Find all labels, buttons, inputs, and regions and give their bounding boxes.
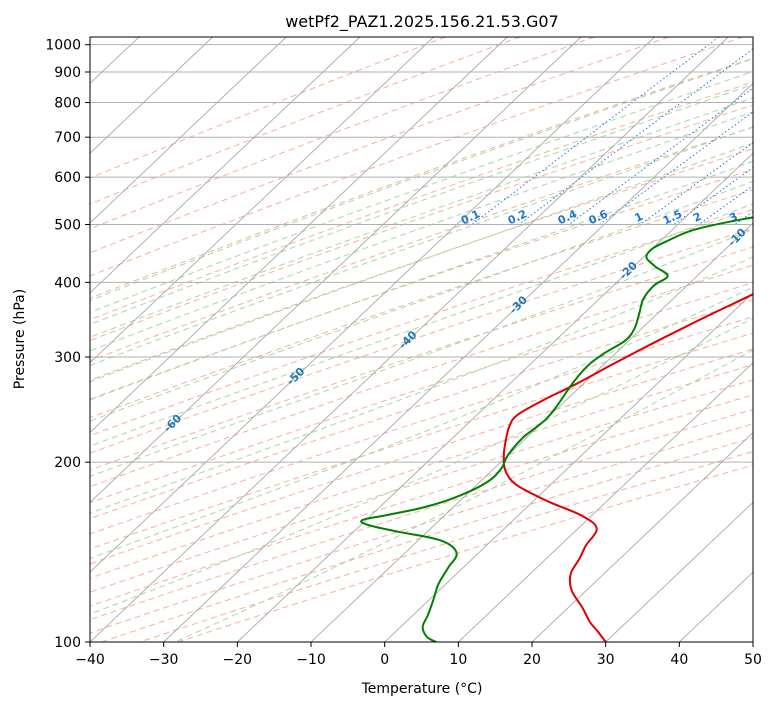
profile-lines xyxy=(360,216,753,642)
isotherm-line xyxy=(531,431,753,642)
dry-adiabat-line xyxy=(90,332,753,550)
y-axis-label: Pressure (hPa) xyxy=(12,289,28,389)
isotherm-line xyxy=(90,37,434,364)
x-tick-label: 40 xyxy=(670,652,688,668)
isotherm-label: -70 xyxy=(27,469,50,492)
y-tick-label: 100 xyxy=(54,635,81,651)
y-axis-ticks: 100 200 300 400 500 600 700 800 900 1000 xyxy=(45,38,90,651)
x-tick-label: 30 xyxy=(597,652,615,668)
x-tick-label: −20 xyxy=(223,652,253,668)
dry-adiabat-line xyxy=(90,37,595,230)
isotherm-line xyxy=(237,152,753,642)
moist-adiabats xyxy=(90,58,753,642)
isotherms xyxy=(0,37,753,642)
mixing-ratio-line xyxy=(568,87,753,225)
dry-adiabat-line xyxy=(90,364,753,579)
moist-adiabat-line xyxy=(90,70,753,313)
y-tick-label: 700 xyxy=(54,130,81,146)
x-tick-label: 10 xyxy=(449,652,467,668)
plot-frame xyxy=(89,36,754,643)
y-tick-label: 1000 xyxy=(45,38,81,54)
isotherm-line xyxy=(90,37,508,434)
x-tick-label: −30 xyxy=(149,652,179,668)
x-tick-label: 0 xyxy=(380,652,389,668)
x-axis-label: Temperature (°C) xyxy=(361,681,483,697)
isotherm-line xyxy=(752,641,753,642)
dry-adiabat-line xyxy=(90,37,743,277)
isotherm-line xyxy=(310,222,753,642)
moist-adiabat-line xyxy=(90,203,753,447)
isotherm-line xyxy=(605,501,753,642)
isotherm-line xyxy=(163,82,753,642)
mixing-ratio-lines xyxy=(471,37,775,225)
moist-adiabat-line xyxy=(90,286,753,559)
y-tick-label: 600 xyxy=(54,170,81,186)
moist-adiabat-line xyxy=(90,160,753,401)
mixing-ratio-line xyxy=(599,111,753,225)
isotherm-line xyxy=(90,37,361,294)
isotherm-line xyxy=(0,37,65,642)
dry-adiabat-line xyxy=(90,57,753,299)
x-tick-label: −40 xyxy=(75,652,105,668)
isotherm-line xyxy=(90,37,287,224)
mixing-ratio-line xyxy=(640,141,753,225)
x-axis-ticks: −40 −30 −20 −10 0 10 20 30 40 50 xyxy=(75,642,762,668)
y-tick-label: 200 xyxy=(54,455,81,471)
isotherm-line xyxy=(679,571,753,642)
moist-adiabat-line xyxy=(90,126,753,366)
isotherm-line xyxy=(90,37,582,503)
mixing-ratio-label: 4 xyxy=(754,210,767,225)
isotherm-line xyxy=(384,292,753,642)
moist-adiabat-line xyxy=(90,97,753,338)
y-tick-label: 900 xyxy=(54,65,81,81)
dry-adiabat-line xyxy=(90,37,669,254)
mixing-ratio-line xyxy=(518,48,753,225)
y-tick-label: 300 xyxy=(54,350,81,366)
dry-adiabat-line xyxy=(90,81,753,321)
dewpoint-profile-line xyxy=(360,216,753,642)
dry-adiabat-line xyxy=(90,348,753,565)
moist-adiabat-line xyxy=(90,317,753,615)
dry-adiabat-line xyxy=(90,379,753,593)
mixing-ratio-line xyxy=(698,185,753,225)
mixing-ratio-line xyxy=(762,37,775,225)
chart-title: wetPf2_PAZ1.2025.156.21.53.G07 xyxy=(285,12,559,32)
moist-adiabat-line xyxy=(90,83,753,326)
dry-adiabat-line xyxy=(90,316,753,535)
isotherm-line xyxy=(458,362,753,642)
isotherm-line xyxy=(90,37,213,154)
pressure-gridlines xyxy=(90,44,753,642)
mixing-ratio-line xyxy=(673,166,753,225)
temperature-profile-line xyxy=(502,293,753,642)
mixing-ratio-line xyxy=(471,37,720,225)
y-tick-label: 400 xyxy=(54,275,81,291)
isotherm-line xyxy=(90,37,729,642)
plot-area: 0.10.20.40.611.52346810131620253036-100-… xyxy=(0,37,775,642)
moist-adiabat-line xyxy=(174,349,753,642)
isotherm-line xyxy=(90,37,655,573)
x-tick-label: 20 xyxy=(523,652,541,668)
y-tick-label: 800 xyxy=(54,96,81,112)
x-tick-label: 50 xyxy=(744,652,762,668)
x-tick-label: −10 xyxy=(296,652,326,668)
y-tick-label: 500 xyxy=(54,217,81,233)
moist-adiabat-line xyxy=(90,180,753,422)
